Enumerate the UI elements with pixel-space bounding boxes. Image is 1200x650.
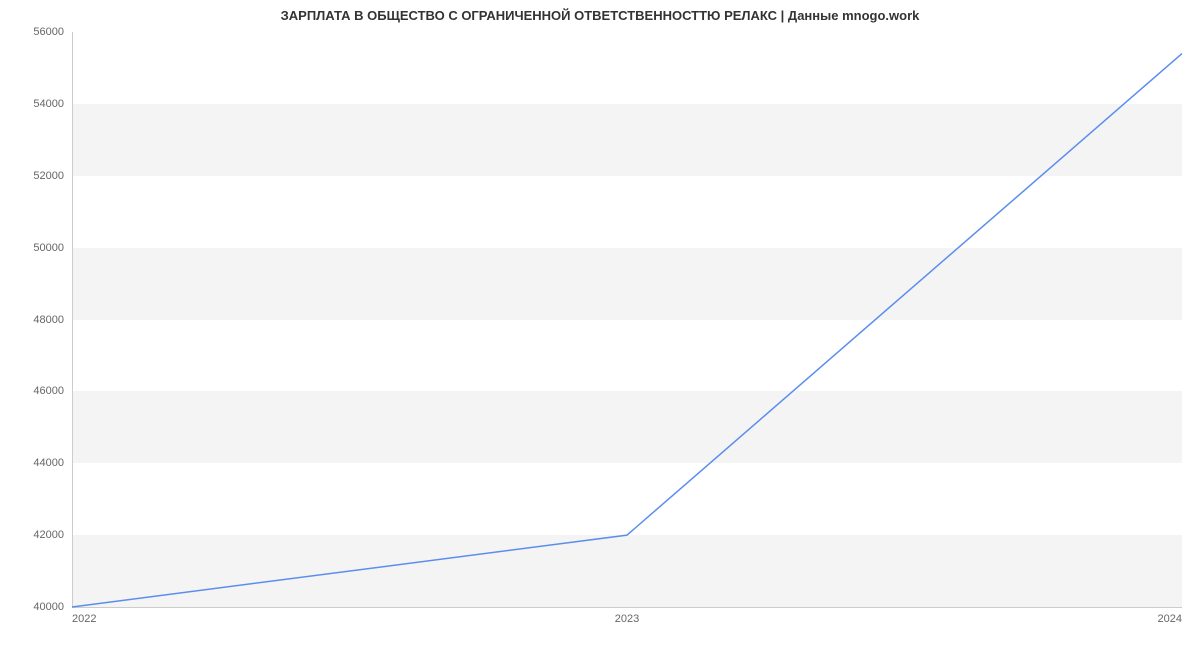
- series-salary: [72, 54, 1182, 607]
- y-tick-label: 44000: [33, 457, 64, 469]
- y-tick-label: 42000: [33, 529, 64, 541]
- y-tick-label: 46000: [33, 385, 64, 397]
- plot-area: 4000042000440004600048000500005200054000…: [72, 32, 1182, 607]
- x-tick-label: 2024: [1158, 613, 1182, 625]
- x-axis-line: [72, 607, 1182, 608]
- x-tick-label: 2023: [615, 613, 639, 625]
- y-tick-label: 54000: [33, 98, 64, 110]
- line-layer: [72, 32, 1182, 607]
- salary-line-chart: ЗАРПЛАТА В ОБЩЕСТВО С ОГРАНИЧЕННОЙ ОТВЕТ…: [0, 0, 1200, 650]
- x-tick-label: 2022: [72, 613, 96, 625]
- y-tick-label: 48000: [33, 314, 64, 326]
- chart-title: ЗАРПЛАТА В ОБЩЕСТВО С ОГРАНИЧЕННОЙ ОТВЕТ…: [0, 8, 1200, 23]
- y-tick-label: 56000: [33, 26, 64, 38]
- y-tick-label: 40000: [33, 601, 64, 613]
- y-tick-label: 52000: [33, 170, 64, 182]
- y-tick-label: 50000: [33, 242, 64, 254]
